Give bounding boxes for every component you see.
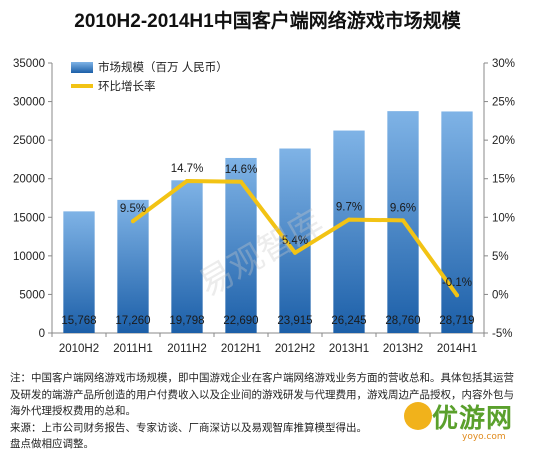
y-right-tick-label: 25% <box>492 97 515 109</box>
watermark-logo-text: 优游网 <box>432 404 514 434</box>
watermark-logo-icon <box>404 402 432 430</box>
growth-value-label: 9.7% <box>336 202 362 214</box>
legend-line-label: 环比增长率 <box>98 79 156 93</box>
bar-value-label: 23,915 <box>277 315 312 327</box>
growth-value-labels: 9.5% 14.7% 14.6% 5.4% 9.7% 9.6% -0.1% <box>120 163 472 289</box>
growth-value-label: 14.6% <box>225 164 258 176</box>
bar-value-label: 26,245 <box>331 315 366 327</box>
y-right-tick-label: 5% <box>492 251 509 263</box>
legend-bar-label: 市场规模（百万 人民币） <box>98 60 228 74</box>
bar-value-labels: 15,768 17,260 19,798 22,690 23,915 26,245 28,7… <box>61 315 474 327</box>
bar <box>333 130 365 333</box>
y-left-tick-label: 0 <box>39 328 45 340</box>
growth-value-label: 9.6% <box>390 202 416 214</box>
y-left-tick-label: 25000 <box>13 135 45 147</box>
y-left-tick-label: 10000 <box>13 251 45 263</box>
chart: 0 5000 10000 15000 20000 25000 30000 35000 -5% 0%… <box>13 58 515 355</box>
y-right-tick-label: 10% <box>492 212 515 224</box>
growth-point <box>401 218 405 223</box>
growth-point <box>455 293 459 298</box>
growth-value-label: 9.5% <box>120 203 146 215</box>
x-tick-label: 2011H2 <box>167 343 206 355</box>
bar-value-label: 17,260 <box>115 315 150 327</box>
growth-point <box>185 179 189 184</box>
bar-value-label: 28,719 <box>439 315 474 327</box>
footnote-source: 来源：上市公司财务报告、专家访谈、厂商深访以及易观智库推算模型得出。 <box>10 421 367 434</box>
footnote: 注：中国客户端网络游戏市场规模，即中国游戏企业在客户端网络游戏业务方面的营收总和… <box>10 370 520 453</box>
bars <box>63 111 473 333</box>
legend-bar-swatch <box>71 62 93 73</box>
growth-point <box>239 179 243 184</box>
bar <box>63 211 95 333</box>
y-right-tick-label: 20% <box>492 135 515 147</box>
y-left-tick-label: 15000 <box>13 212 45 224</box>
y-right-tick-label: 0% <box>492 289 509 301</box>
x-tick-label: 2010H2 <box>59 343 99 355</box>
bar <box>441 111 473 333</box>
footnote-adjustment: 盘点做相应调整。 <box>10 438 94 450</box>
axes: 0 5000 10000 15000 20000 25000 30000 35000 -5% 0%… <box>13 58 515 355</box>
x-tick-label: 2012H2 <box>275 343 315 355</box>
x-tick-label: 2012H1 <box>221 343 261 355</box>
x-tick-label: 2011H1 <box>113 343 152 355</box>
growth-value-label: 14.7% <box>171 163 204 175</box>
y-left-tick-label: 20000 <box>13 174 45 186</box>
bar <box>225 157 257 333</box>
watermark-logo-url: yoyo.com <box>462 432 506 442</box>
growth-line <box>131 179 459 298</box>
y-right-tick-label: 30% <box>492 58 515 70</box>
y-left-tick-label: 5000 <box>19 289 45 301</box>
x-tick-label: 2013H2 <box>383 343 423 355</box>
bar-value-label: 19,798 <box>169 315 204 327</box>
growth-point <box>293 250 297 255</box>
y-left-tick-label: 30000 <box>13 97 45 109</box>
y-left-tick-label: 35000 <box>13 58 45 70</box>
bar-value-label: 15,768 <box>61 315 96 327</box>
bar-value-label: 28,760 <box>385 315 420 327</box>
bar-value-label: 22,690 <box>223 315 258 327</box>
bar <box>171 180 203 333</box>
x-tick-label: 2013H1 <box>329 343 369 355</box>
growth-point <box>131 219 135 224</box>
growth-point <box>347 217 351 222</box>
legend: 市场规模（百万 人民币） 环比增长率 <box>71 60 228 93</box>
chart-title: 2010H2-2014H1中国客户端网络游戏市场规模 <box>74 11 461 32</box>
growth-value-label: 5.4% <box>282 235 308 247</box>
x-tick-label: 2014H1 <box>437 343 477 355</box>
y-right-tick-label: 15% <box>492 174 515 186</box>
y-right-tick-label: -5% <box>492 328 512 340</box>
footnote-definition: 注：中国客户端网络游戏市场规模，即中国游戏企业在客户端网络游戏业务方面的营收总和… <box>10 372 514 417</box>
growth-value-label: -0.1% <box>442 277 472 289</box>
